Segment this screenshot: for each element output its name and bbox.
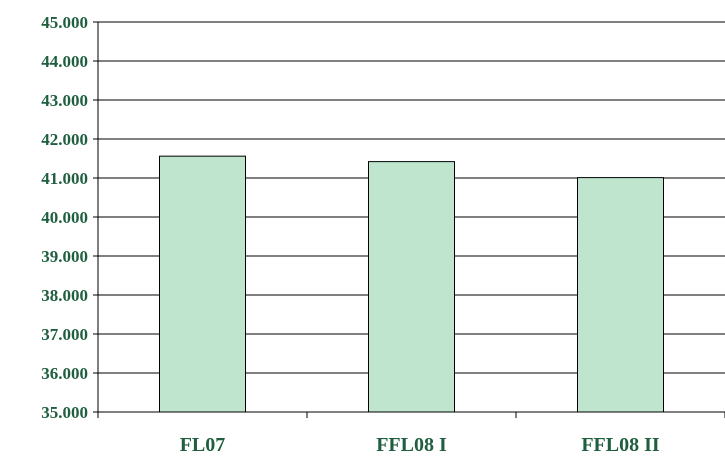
y-tick-label: 40.000 [41,208,88,227]
y-tick-label: 43.000 [41,91,88,110]
y-tick-label: 42.000 [41,130,88,149]
x-tick-labels: FL07 FFL08 I FFL08 II [180,434,660,456]
y-tick-label: 39.000 [41,247,88,266]
x-tick-label: FL07 [180,434,226,456]
y-tick-label: 45.000 [41,13,88,32]
y-tick-label: 37.000 [41,325,88,344]
y-tick-label: 44.000 [41,52,88,71]
bars [159,155,664,413]
y-tick-labels: 35.000 36.000 37.000 38.000 39.000 40.000 41.0… [41,13,88,422]
x-tick-label: FFL08 II [581,434,660,456]
x-tick-label: FFL08 I [376,434,447,456]
y-tick-label: 38.000 [41,286,88,305]
y-tick-label: 41.000 [41,169,88,188]
bar-ffl08-i [368,161,455,413]
bar-ffl08-ii [577,177,664,413]
bar-fl07 [159,155,246,413]
y-tick-label: 36.000 [41,364,88,383]
axes [93,21,725,418]
y-tick-label: 35.000 [41,403,88,422]
